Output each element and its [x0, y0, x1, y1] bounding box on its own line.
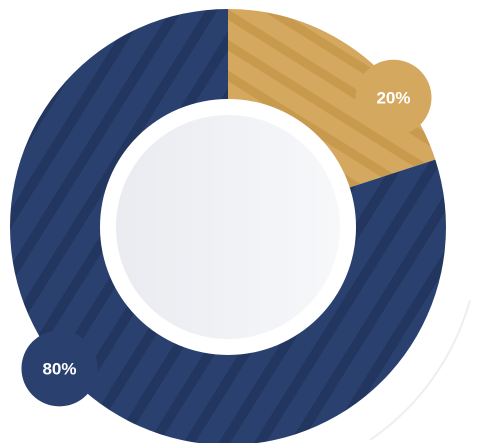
badge-circle	[21, 330, 98, 407]
badge-label: 20%	[376, 89, 410, 108]
badge-label: 80%	[42, 359, 76, 378]
donut-center	[116, 115, 340, 339]
badge-circle	[355, 59, 432, 136]
badge-80: 80%	[21, 330, 98, 407]
badge-20: 20%	[355, 59, 432, 136]
slice-badges: 20% 80%	[21, 59, 432, 407]
decorative-ring	[369, 299, 471, 441]
